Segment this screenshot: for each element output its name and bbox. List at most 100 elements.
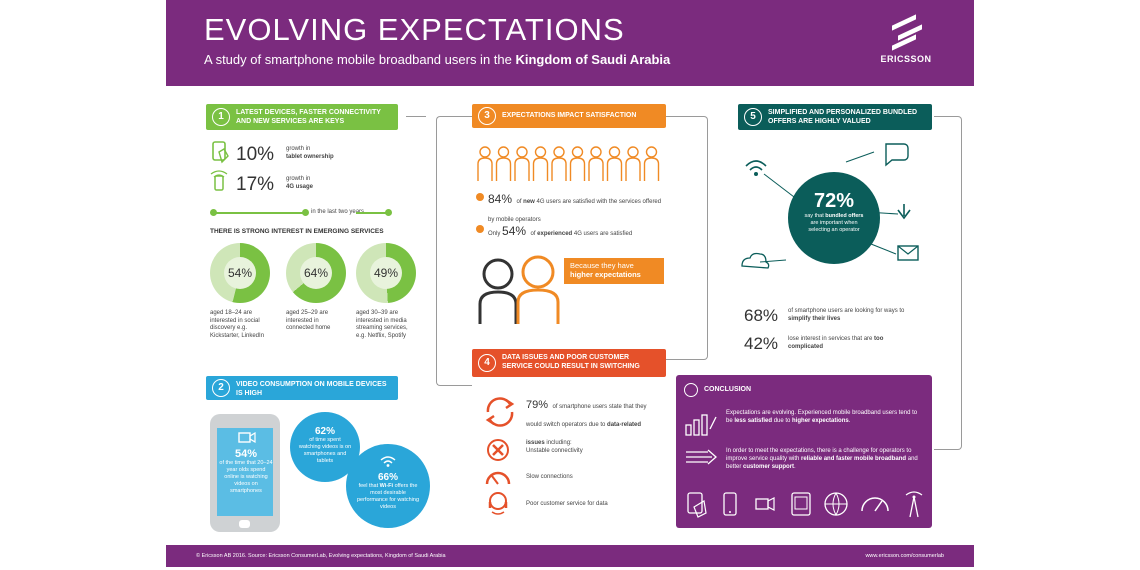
- wifi-icon: [380, 456, 396, 467]
- timeline-bar: [212, 212, 304, 214]
- smartphone-icon: [723, 492, 737, 516]
- section-4-tag: 4 DATA ISSUES AND POOR CUSTOMER SERVICE …: [472, 349, 666, 377]
- expectations-callout: Because they have higher expectations: [564, 258, 664, 284]
- section-3-tag: 3 EXPECTATIONS IMPACT SATISFACTION: [472, 104, 666, 128]
- bundled-offers-diagram: [741, 143, 919, 269]
- section-4-number: 4: [478, 354, 496, 372]
- person-icon: [569, 146, 586, 181]
- close-circle-icon: [487, 439, 509, 461]
- person-icon: [588, 146, 604, 181]
- header-banner: EVOLVING EXPECTATIONS A study of smartph…: [166, 0, 974, 86]
- timeline-label: in the last two years: [311, 209, 365, 215]
- conclusion-icon-row: [687, 491, 923, 518]
- person-icon: [477, 146, 493, 181]
- ericsson-logo: ERICSSON: [876, 14, 936, 72]
- conclusion-paragraph-1: Expectations are evolving. Experienced m…: [726, 410, 918, 424]
- two-users-illustration: [478, 255, 560, 324]
- conclusion-title: CONCLUSION: [704, 386, 752, 393]
- 4g-growth-value: 17%: [236, 174, 275, 195]
- donut-chart-30-39: 49%: [356, 243, 416, 303]
- page-subtitle: A study of smartphone mobile broadband u…: [204, 52, 671, 67]
- bullet-icon: [476, 193, 484, 201]
- rising-bars-icon: [685, 414, 717, 436]
- speedometer-icon: [485, 471, 511, 485]
- person-icon: [532, 146, 549, 181]
- wifi-value: 66%: [377, 472, 398, 483]
- issue-poor-customer-service: Poor customer service for data: [526, 501, 608, 507]
- donut-caption-18-24: aged 18–24 are interested in social disc…: [210, 310, 265, 339]
- tablet-hand-icon: [687, 492, 707, 518]
- donut-value: 49%: [370, 257, 402, 289]
- donut-caption-25-29: aged 25–29 are interested in connected h…: [286, 310, 331, 331]
- tablet-growth-label: growth in tablet ownership: [286, 146, 334, 160]
- person-icon: [514, 146, 530, 181]
- section-3-title: EXPECTATIONS IMPACT SATISFACTION: [502, 112, 637, 119]
- timeline-end-dot: [385, 209, 392, 216]
- section-4-title: DATA ISSUES AND POOR CUSTOMER SERVICE CO…: [502, 354, 640, 370]
- globe-icon: [824, 492, 848, 517]
- section-5-title: SIMPLIFIED AND PERSONALIZED BUNDLED OFFE…: [768, 109, 918, 125]
- speedometer-icon: [861, 497, 889, 512]
- section-1-number: 1: [212, 108, 230, 126]
- switch-arrows-icon: [485, 397, 515, 427]
- video-camera-icon: [755, 497, 775, 511]
- smartphone-home-button: [239, 520, 250, 528]
- person-icon: [606, 146, 623, 181]
- connector-line: [666, 116, 708, 360]
- footer-bar: © Ericsson AB 2016. Source: Ericsson Con…: [166, 545, 974, 567]
- section-3-number: 3: [478, 107, 496, 125]
- customer-service-icon: [488, 492, 508, 515]
- issue-unstable-connectivity: Unstable connectivity: [526, 448, 583, 454]
- video-share-text: of time spent watching videos is on smar…: [298, 437, 352, 464]
- person-icon: [495, 146, 512, 181]
- section-2-title: VIDEO CONSUMPTION ON MOBILE DEVICES IS H…: [236, 381, 387, 397]
- wifi-icon: [745, 160, 767, 167]
- person-icon: [551, 146, 567, 181]
- timeline-mid-dot: [302, 209, 309, 216]
- donut-chart-25-29: 64%: [286, 243, 346, 303]
- issue-slow-connections: Slow connections: [526, 474, 573, 480]
- timeline-bar-end: [356, 212, 388, 214]
- donut-value: 64%: [300, 257, 332, 289]
- section-5-tag: 5 SIMPLIFIED AND PERSONALIZED BUNDLED OF…: [738, 104, 932, 130]
- tablet-growth-value: 10%: [236, 144, 275, 165]
- bundled-offers-circle: 72% say that bundled offers are importan…: [788, 172, 880, 264]
- ericsson-logo-icon: [892, 14, 922, 51]
- person-icon: [643, 146, 660, 181]
- donut-caption-30-39: aged 30–39 are interested in media strea…: [356, 310, 408, 339]
- person-icon: [625, 146, 641, 181]
- connector-line: [436, 116, 472, 386]
- donut-value: 54%: [224, 257, 256, 289]
- phone-stat-text: of the time that 20–24 year olds spend o…: [219, 460, 273, 494]
- wifi-bubble: 66% feel that Wi-Fi offers the most desi…: [346, 444, 430, 528]
- page-title: EVOLVING EXPECTATIONS: [204, 12, 625, 47]
- tablet-icon: [791, 492, 811, 516]
- conclusion-bullet-icon: [684, 383, 698, 397]
- video-share-value: 62%: [314, 426, 335, 437]
- footer-link[interactable]: www.ericsson.com/consumerlab: [865, 553, 944, 559]
- section-5-number: 5: [744, 108, 762, 126]
- section-1-tag: 1 LATEST DEVICES, FASTER CONNECTIVITY AN…: [206, 104, 398, 130]
- section-2-number: 2: [212, 379, 230, 397]
- logo-text: ERICSSON: [880, 54, 932, 64]
- connector-line: [406, 116, 426, 386]
- bundled-offers-value: 72%: [813, 190, 855, 212]
- video-camera-icon: [238, 431, 256, 444]
- mobile-signal-icon: [210, 170, 228, 191]
- people-row: [477, 146, 660, 181]
- tablet-icon: [212, 141, 229, 164]
- conclusion-paragraph-2: In order to meet the expectations, there…: [726, 448, 918, 470]
- antenna-icon: [905, 491, 923, 518]
- arrow-right-icon: [686, 449, 717, 465]
- 4g-growth-label: growth in 4G usage: [286, 176, 314, 190]
- experienced-users-stat: Only 54% of experienced 4G users are sat…: [488, 224, 633, 238]
- bullet-icon: [476, 225, 484, 233]
- conclusion-panel: CONCLUSION Expectations are evolving. Ex…: [676, 375, 932, 528]
- smartphone-illustration: [210, 414, 280, 532]
- phone-stat: 54% of the time that 20–24 year olds spe…: [219, 448, 273, 495]
- new-users-stat: 84% of new 4G users are satisfied with t…: [488, 192, 662, 223]
- footer-source: © Ericsson AB 2016. Source: Ericsson Con…: [196, 553, 446, 559]
- wifi-text: feel that Wi-Fi offers the most desirabl…: [356, 483, 420, 510]
- video-share-bubble: 62% of time spent watching videos is on …: [290, 412, 360, 482]
- switching-stat: 79% of smartphone users state that they …: [526, 399, 647, 446]
